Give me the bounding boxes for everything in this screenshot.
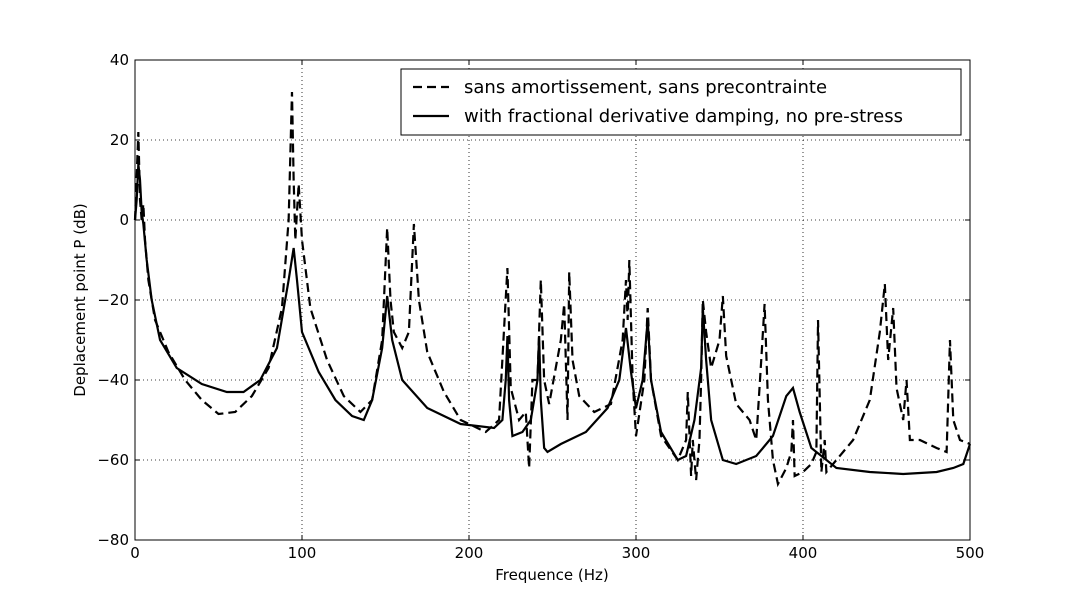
legend: sans amortissement, sans precontrainte wi… bbox=[400, 68, 962, 136]
x-axis-label: Frequence (Hz) bbox=[495, 566, 608, 584]
y-tick-label: 20 bbox=[110, 131, 129, 149]
y-tick-label: −60 bbox=[97, 451, 129, 469]
x-tick-label: 200 bbox=[455, 544, 484, 562]
x-tick-label: 400 bbox=[789, 544, 818, 562]
legend-box bbox=[400, 68, 962, 136]
legend-label: sans amortissement, sans precontrainte bbox=[464, 77, 827, 98]
y-tick-label: −40 bbox=[97, 371, 129, 389]
line-series bbox=[133, 91, 971, 488]
y-tick-label: −20 bbox=[97, 291, 129, 309]
x-tick-label: 500 bbox=[956, 544, 985, 562]
x-tick-label: 300 bbox=[622, 544, 651, 562]
y-tick-label: 40 bbox=[110, 51, 129, 69]
y-tick-label: 0 bbox=[119, 211, 129, 229]
plot-frame bbox=[134, 59, 971, 541]
x-tick-label: 0 bbox=[130, 544, 140, 562]
legend-label: with fractional derivative damping, no p… bbox=[464, 106, 903, 127]
line-series bbox=[133, 163, 972, 476]
x-tick-label: 100 bbox=[288, 544, 317, 562]
y-axis-label: Deplacement point P (dB) bbox=[71, 203, 89, 396]
y-tick-label: −80 bbox=[97, 531, 129, 549]
